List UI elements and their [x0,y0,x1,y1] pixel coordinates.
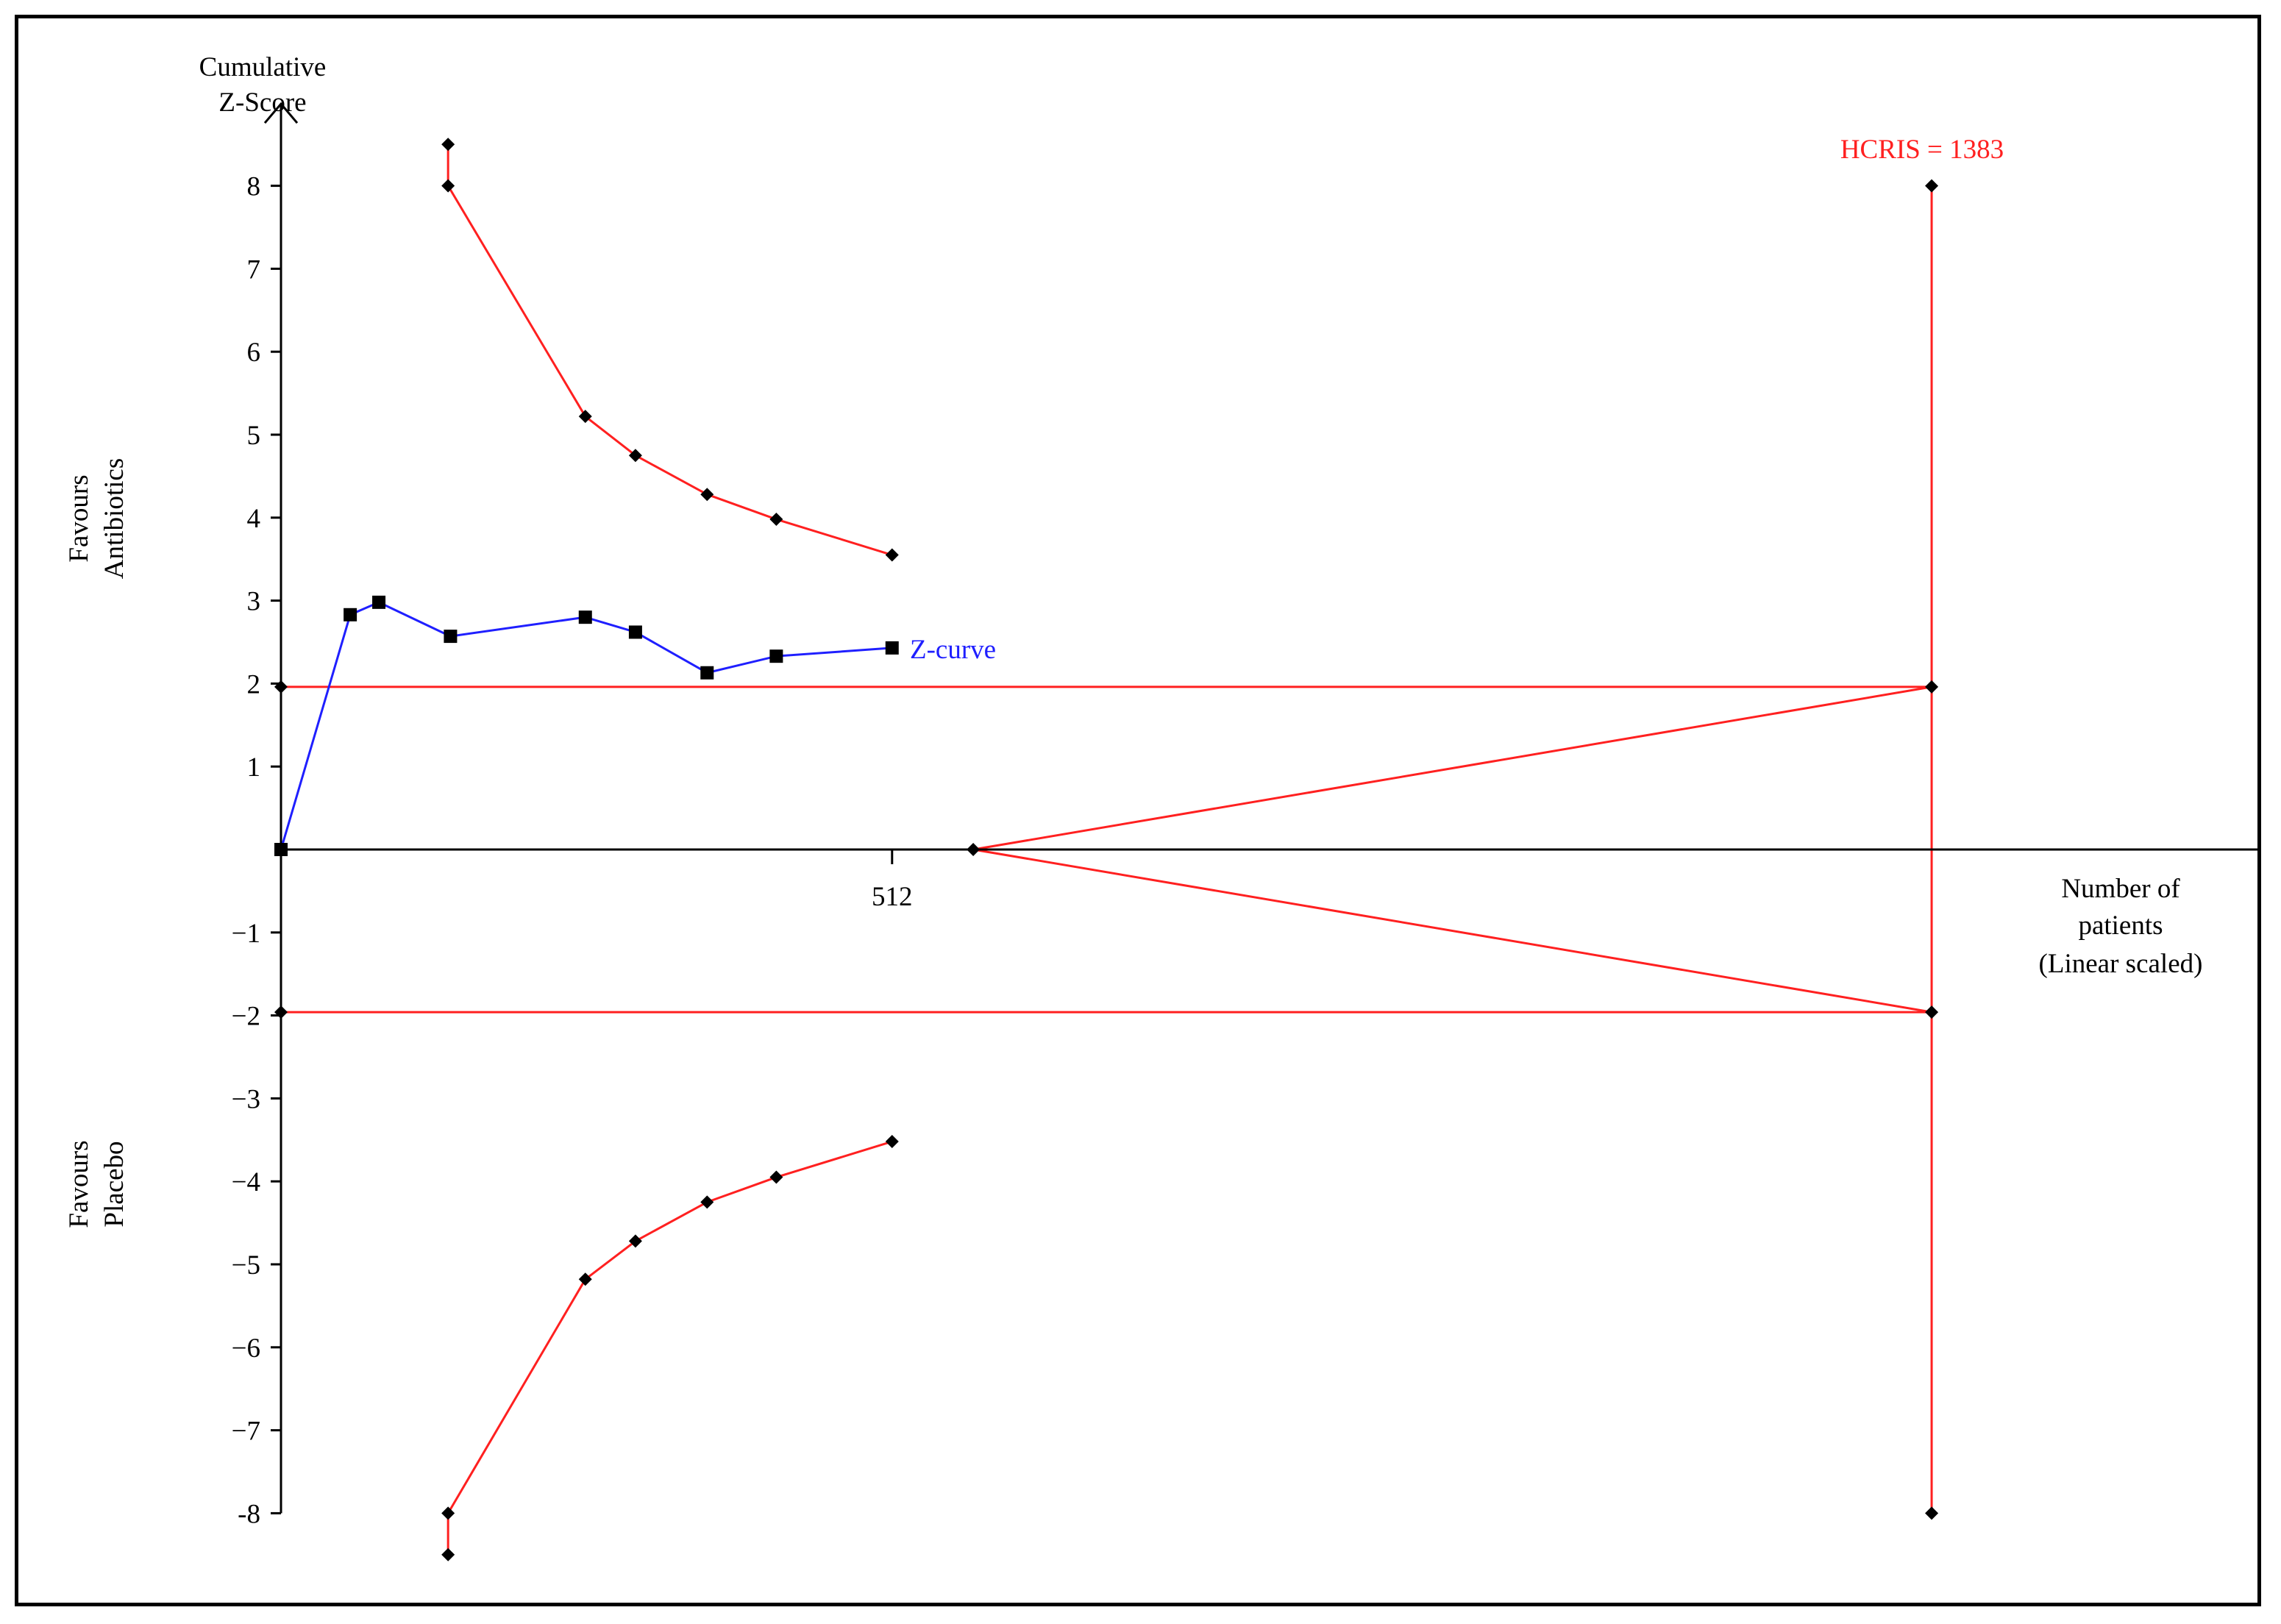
axes: 8 7 6 5 4 3 2 1 −1 −2 −3 −4 −5 −6 −7 -8 512 [232,102,2257,1529]
x-tick-label: 512 [872,882,913,912]
x-axis-title-line-3: (Linear scaled) [2039,949,2203,979]
y-tick-label: 4 [247,504,261,534]
z-curve-point [885,641,899,655]
y-tick-label: −5 [232,1250,260,1281]
monitoring-upper-point [885,548,899,562]
y-axis-arrow [263,102,299,124]
monitoring-lower-point [441,1548,455,1561]
z-curve-point [628,625,642,639]
y-tick-label: 8 [247,172,261,202]
y-tick-label: −2 [232,1002,260,1032]
monitoring-upper-point [700,488,714,502]
z-curve-point [769,649,783,663]
z-curve-point [344,608,357,622]
y-tick-label: −4 [232,1167,260,1197]
tsa-chart: 8 7 6 5 4 3 2 1 −1 −2 −3 −4 −5 −6 −7 -8 512 Cumulative Z… [64,52,2257,1561]
y-axis-title-line-2: Z-Score [218,88,306,118]
y-tick-label: −1 [232,919,260,949]
axis-labels: Cumulative Z-Score Number of patients (L… [64,52,2202,1228]
monitoring-lower-point [441,1506,455,1520]
z-curve-line [280,601,892,850]
monitoring-upper-point [441,138,455,152]
monitoring-lower-point [700,1195,714,1209]
chart-frame: 8 7 6 5 4 3 2 1 −1 −2 −3 −4 −5 −6 −7 -8 512 Cumulative Z… [15,15,2261,1606]
monitoring-boundary-lower [446,1140,893,1555]
favours-placebo-line-1: Favours [64,1140,94,1228]
y-tick-label: −3 [232,1084,260,1114]
z-curve-point [444,630,458,644]
boundary-lines [274,138,1939,1561]
monitoring-upper-point [441,179,455,193]
z-curve-point [578,610,592,624]
y-axis-title-line-1: Cumulative [199,52,327,82]
favours-antibiotics-line-1: Favours [64,474,94,562]
z-curve-point [700,666,714,680]
monitoring-lower-point [885,1135,899,1149]
y-tick-label: -8 [238,1499,260,1529]
y-tick-label: 6 [247,338,261,368]
y-tick-label: −6 [232,1333,260,1364]
monitoring-upper-point [769,513,783,527]
information-size-top-point [1925,179,1939,193]
monitoring-upper-point [578,410,592,424]
favours-placebo-line-2: Placebo [99,1141,129,1227]
z-curve-point [372,595,386,609]
x-axis-title-line-2: patients [2078,911,2163,941]
z-curve-point [274,843,288,856]
y-tick-label: −7 [232,1417,260,1447]
x-axis-title-line-1: Number of [2061,874,2180,904]
information-size-label: HCRIS = 1383 [1840,135,2004,165]
monitoring-lower-point [769,1170,783,1184]
y-tick-label: 3 [247,587,261,617]
y-tick-label: 5 [247,421,261,451]
futility-boundary-upper [972,685,1932,851]
information-size-bottom-point [1925,1506,1939,1520]
monitoring-lower-point [628,1234,642,1248]
z-curve-series [274,595,899,856]
monitoring-upper-point [628,449,642,463]
futility-boundary-lower [972,848,1932,1014]
monitoring-boundary-upper [446,144,893,556]
y-tick-label: 2 [247,669,261,699]
favours-antibiotics-line-2: Antibiotics [99,458,129,579]
y-tick-label: 1 [247,752,261,783]
z-curve-label: Z-curve [910,635,996,665]
information-size-upper-point [1925,680,1939,694]
y-tick-label: 7 [247,254,261,285]
monitoring-lower-point [578,1272,592,1286]
information-size-lower-point [1925,1005,1939,1019]
